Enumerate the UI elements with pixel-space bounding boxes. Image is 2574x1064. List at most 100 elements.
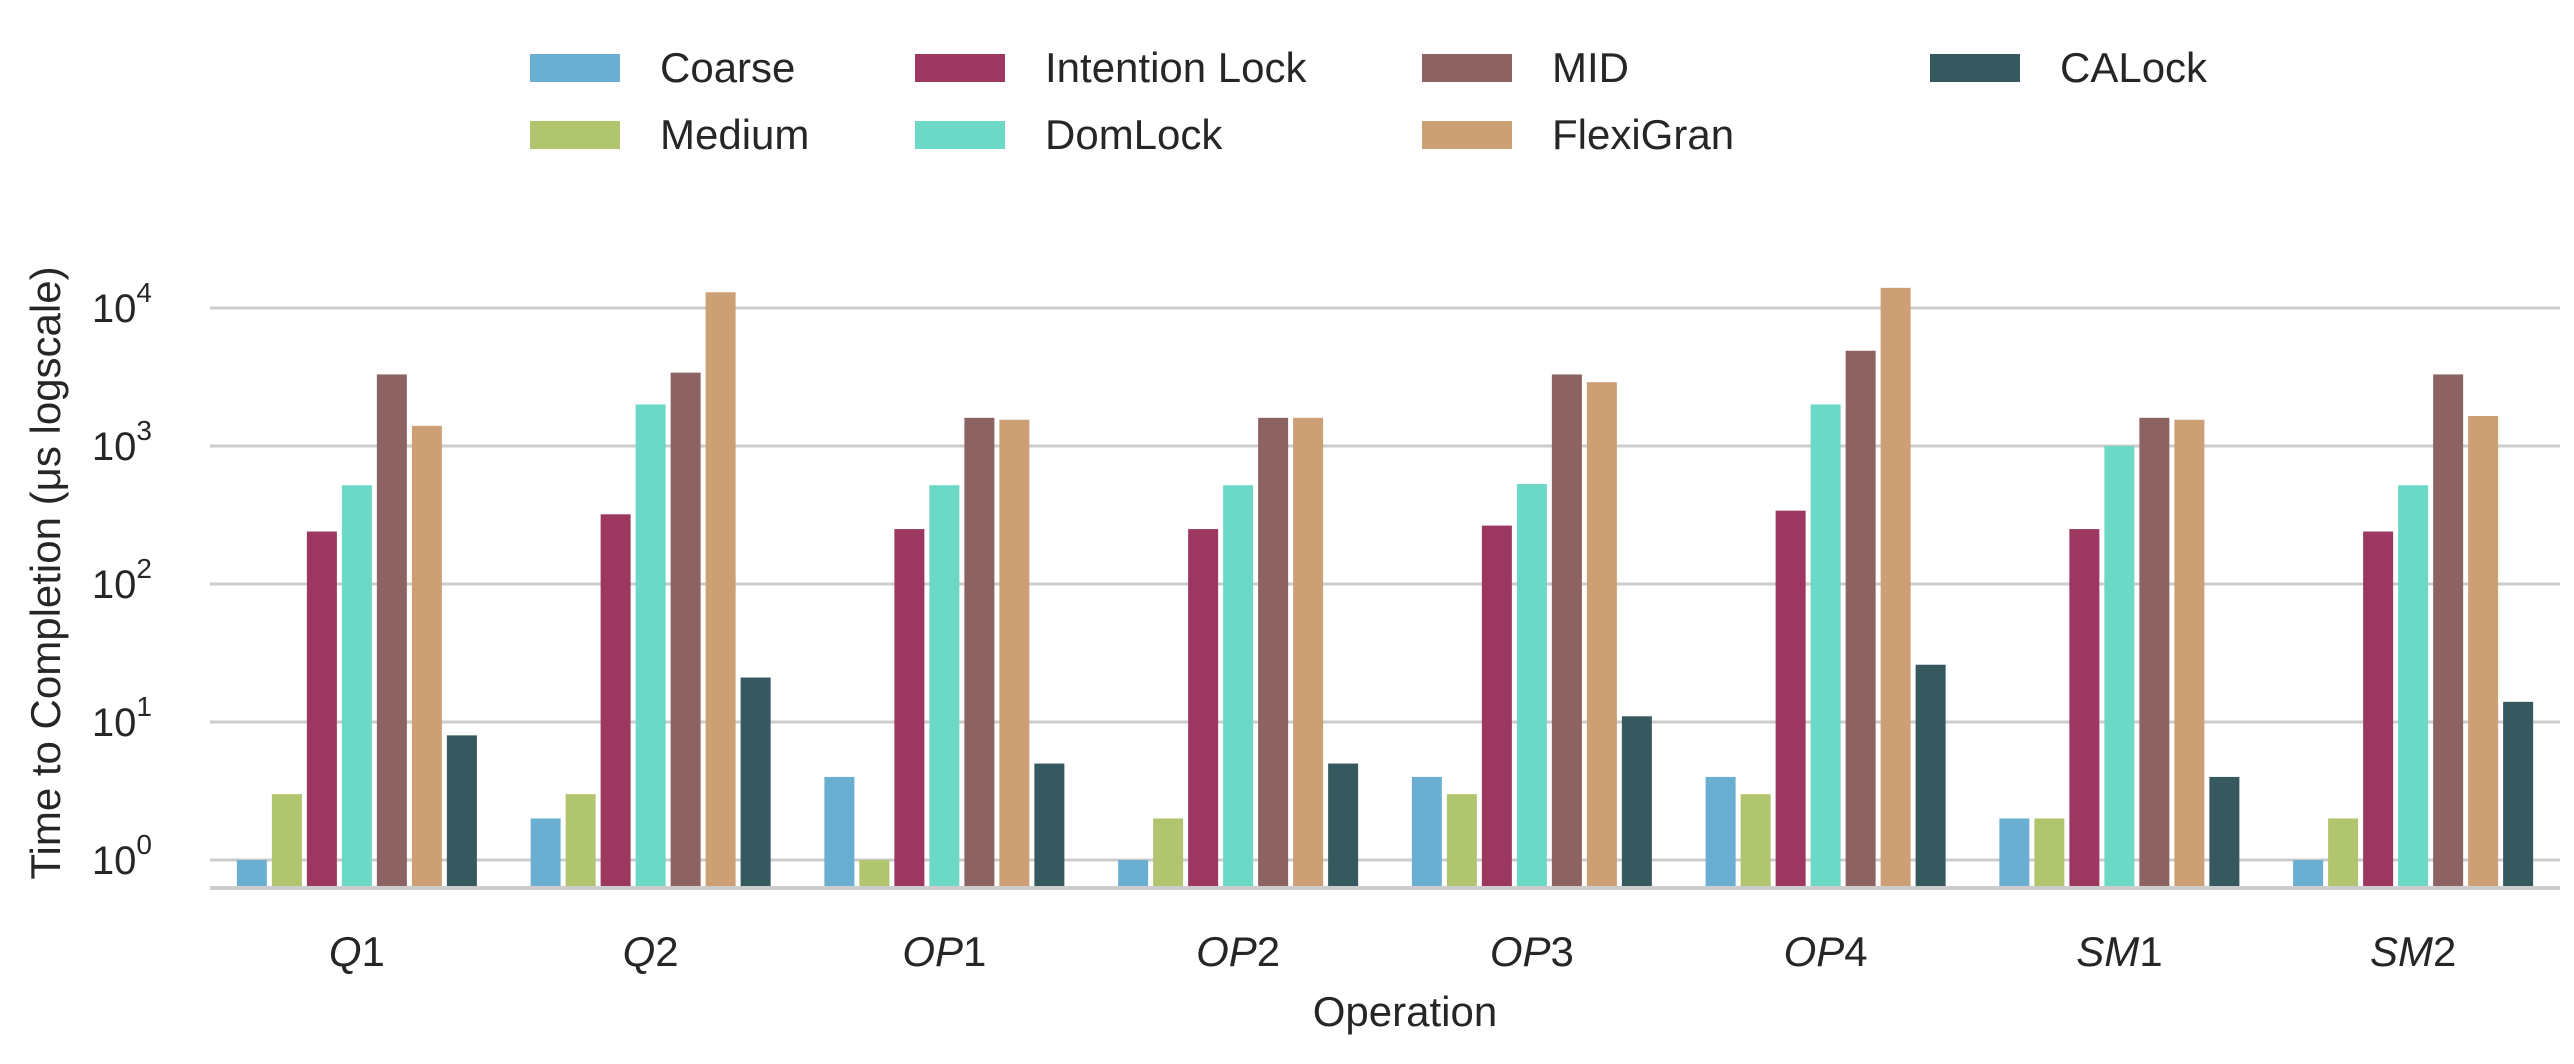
bar-flexigran-sm1	[2174, 419, 2205, 888]
y-tick-exponent: 2	[136, 553, 152, 584]
bar-calock-op3	[1621, 716, 1652, 888]
legend-item-calock: CALock	[1930, 44, 2208, 91]
legend-label: Medium	[660, 111, 809, 158]
bar-flexigran-q2	[705, 292, 736, 888]
bar-mid-op2	[1258, 417, 1289, 888]
bar-coarse-sm2	[2293, 860, 2324, 888]
legend: Coarse Medium Intention Lock DomLock MID Flex…	[530, 44, 2208, 158]
bar-coarse-q1	[236, 860, 267, 888]
legend-label: FlexiGran	[1552, 111, 1734, 158]
legend-item-mid: MID	[1422, 44, 1629, 91]
x-tick-number: 1	[2139, 928, 2162, 975]
bar-domlock-q1	[341, 485, 372, 888]
bar-intention-lock-sm1	[2069, 529, 2100, 888]
x-tick-label: OP2	[1196, 928, 1280, 975]
legend-label: MID	[1552, 44, 1629, 91]
legend-swatch	[530, 121, 620, 149]
bar-medium-sm1	[2034, 818, 2065, 888]
x-tick-label: SM2	[2370, 928, 2456, 975]
bar-mid-op1	[964, 417, 995, 888]
x-tick-prefix: OP	[1784, 928, 1845, 975]
x-tick-number: 4	[1844, 928, 1867, 975]
bar-coarse-op2	[1118, 860, 1149, 888]
x-tick-number: 2	[2433, 928, 2456, 975]
legend-label: DomLock	[1045, 111, 1223, 158]
x-tick-prefix: OP	[902, 928, 963, 975]
legend-item-flexigran: FlexiGran	[1422, 111, 1734, 158]
bar-domlock-sm2	[2398, 485, 2429, 888]
bar-domlock-sm1	[2104, 446, 2135, 888]
bar-calock-q2	[740, 677, 771, 888]
bar-domlock-op3	[1516, 484, 1547, 888]
y-tick-label: 104	[92, 277, 152, 331]
legend-item-intention-lock: Intention Lock	[915, 44, 1308, 91]
x-tick-prefix: Q	[329, 928, 362, 975]
bar-intention-lock-op1	[894, 529, 925, 888]
bar-medium-op1	[859, 860, 890, 888]
legend-item-coarse: Coarse	[530, 44, 795, 91]
x-tick-number: 1	[362, 928, 385, 975]
x-tick-label: Q1	[329, 928, 385, 975]
y-tick-base: 10	[92, 701, 137, 745]
bar-intention-lock-q1	[306, 531, 337, 888]
bars	[236, 287, 2534, 889]
bar-calock-sm2	[2503, 701, 2534, 888]
x-tick-label: SM1	[2076, 928, 2162, 975]
bar-domlock-op1	[929, 485, 960, 888]
bar-medium-op4	[1740, 794, 1771, 888]
bar-medium-op2	[1153, 818, 1184, 888]
x-tick-label: OP1	[902, 928, 986, 975]
x-tick-number: 1	[963, 928, 986, 975]
x-tick-label: OP4	[1784, 928, 1868, 975]
x-tick-prefix: OP	[1490, 928, 1551, 975]
bar-mid-q1	[376, 374, 407, 888]
bar-mid-q2	[670, 372, 701, 889]
x-tick-label: Q2	[623, 928, 679, 975]
y-tick-base: 10	[92, 287, 137, 331]
bar-medium-q2	[565, 794, 596, 888]
y-tick-base: 10	[92, 425, 137, 469]
x-tick-labels: Q1 Q2 OP1 OP2 OP3 OP4 SM1 SM2	[329, 928, 2456, 975]
x-tick-number: 2	[655, 928, 678, 975]
bar-calock-op1	[1034, 763, 1065, 888]
y-tick-label: 100	[92, 829, 152, 883]
y-gridlines	[210, 306, 2560, 862]
legend-swatch	[915, 121, 1005, 149]
bar-intention-lock-op4	[1775, 510, 1806, 888]
bar-medium-q1	[271, 794, 302, 888]
bar-coarse-op3	[1411, 776, 1442, 888]
legend-swatch	[530, 54, 620, 82]
x-tick-number: 3	[1551, 928, 1574, 975]
bar-calock-op2	[1328, 763, 1359, 888]
x-tick-label: OP3	[1490, 928, 1574, 975]
bar-flexigran-q1	[411, 425, 442, 888]
x-tick-prefix: SM	[2370, 928, 2433, 975]
bar-coarse-q2	[530, 818, 561, 888]
legend-label: Intention Lock	[1045, 44, 1308, 91]
y-tick-exponent: 3	[136, 415, 152, 446]
x-tick-prefix: OP	[1196, 928, 1257, 975]
y-tick-label: 103	[92, 415, 152, 469]
legend-swatch	[915, 54, 1005, 82]
bar-intention-lock-sm2	[2363, 531, 2394, 888]
bar-flexigran-op1	[999, 419, 1030, 888]
bar-intention-lock-op3	[1481, 525, 1512, 888]
bar-intention-lock-q2	[600, 514, 631, 888]
y-tick-base: 10	[92, 563, 137, 607]
bar-domlock-op2	[1223, 485, 1254, 888]
bar-domlock-q2	[635, 404, 666, 888]
legend-swatch	[1422, 54, 1512, 82]
bar-mid-op4	[1845, 350, 1876, 888]
x-tick-prefix: Q	[623, 928, 656, 975]
bar-mid-op3	[1551, 374, 1582, 888]
bar-domlock-op4	[1810, 404, 1841, 888]
x-tick-number: 2	[1257, 928, 1280, 975]
y-tick-label: 102	[92, 553, 152, 607]
legend-item-domlock: DomLock	[915, 111, 1223, 158]
x-axis-label: Operation	[1313, 988, 1497, 1035]
legend-label: Coarse	[660, 44, 795, 91]
bar-mid-sm1	[2139, 417, 2170, 888]
bar-flexigran-op3	[1586, 382, 1617, 888]
